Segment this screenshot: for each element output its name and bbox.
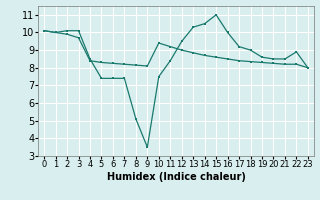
X-axis label: Humidex (Indice chaleur): Humidex (Indice chaleur)	[107, 172, 245, 182]
